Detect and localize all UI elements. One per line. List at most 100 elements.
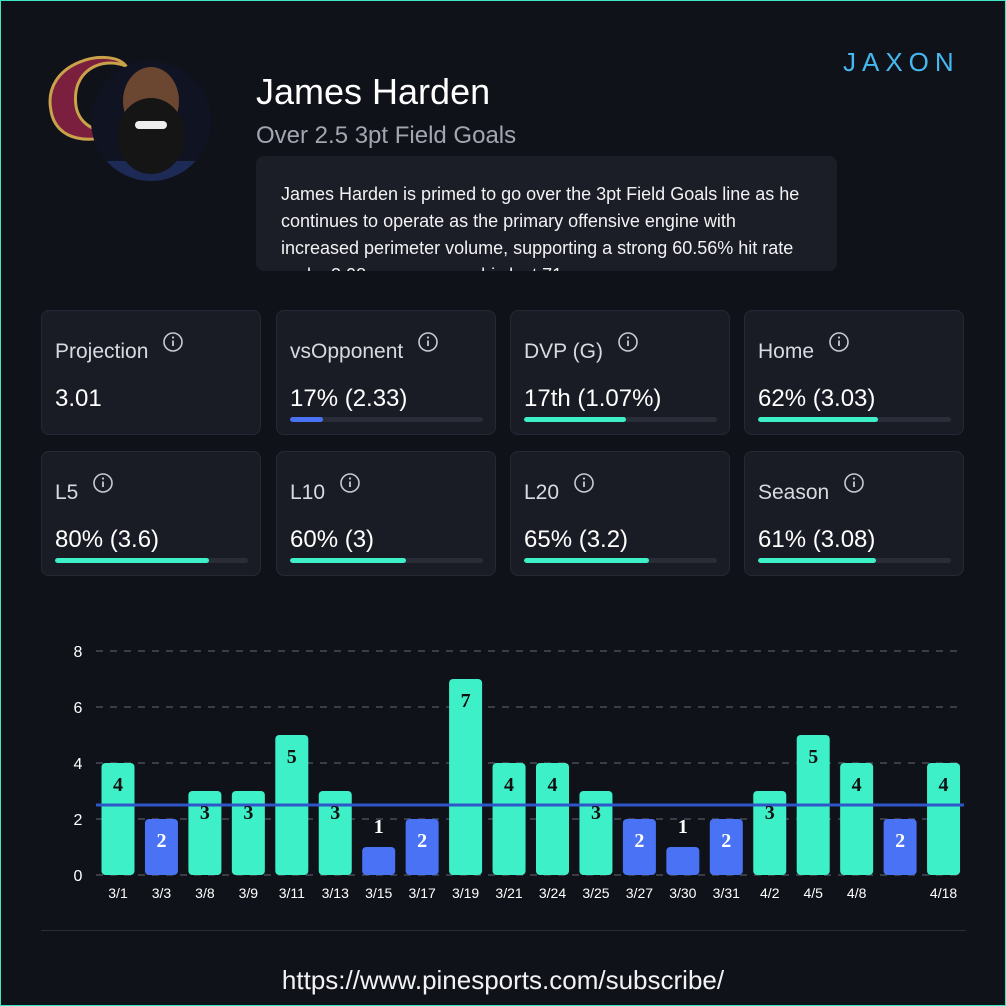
bar	[275, 735, 309, 875]
stat-card: L10 60% (3)	[276, 451, 496, 576]
player-image	[48, 55, 211, 181]
y-tick-label: 8	[74, 644, 83, 661]
bar	[709, 819, 743, 875]
info-icon	[574, 473, 594, 493]
description-box: James Harden is primed to go over the 3p…	[256, 156, 837, 271]
separator	[41, 930, 966, 931]
bar-fill	[758, 417, 878, 422]
stat-card: DVP (G) 17th (1.07%)	[510, 310, 730, 435]
brand-logo: JAXON	[843, 47, 960, 77]
x-tick-label: 3/19	[452, 885, 479, 901]
x-tick-label: 3/3	[152, 885, 172, 901]
stat-value: 65% (3.2)	[524, 526, 629, 553]
data-label: 2	[895, 830, 905, 852]
stat-card: L5 80% (3.6)	[41, 451, 261, 576]
stat-card: Home 62% (3.03)	[744, 310, 964, 435]
info-icon	[163, 332, 183, 352]
data-label: 4	[852, 774, 862, 796]
stat-value: 17th (1.07%)	[524, 385, 662, 412]
data-label: 7	[461, 690, 471, 712]
info-icon	[829, 332, 849, 352]
bar	[883, 819, 917, 875]
stat-label: Season	[758, 481, 830, 504]
stat-label: L10	[290, 481, 326, 504]
icon-ring	[618, 332, 638, 352]
bar-track	[55, 558, 248, 563]
icon-dot	[426, 336, 430, 339]
bar	[362, 847, 396, 875]
player-name: James Harden	[256, 71, 491, 112]
bar-fill	[524, 417, 627, 422]
bar-track	[524, 417, 717, 422]
icon-ring	[418, 332, 438, 352]
data-label: 5	[287, 746, 297, 768]
stat-value: 61% (3.08)	[758, 526, 876, 553]
description: James Harden is primed to go over the 3p…	[281, 184, 800, 271]
bar	[753, 791, 787, 875]
data-label: 2	[417, 830, 427, 852]
bar-track	[524, 558, 717, 563]
stat-card: Projection 3.01	[41, 310, 261, 435]
x-tick-label: 3/30	[669, 885, 696, 901]
prop-line: Over 2.5 3pt Field Goals	[256, 122, 517, 149]
bar-fill	[524, 558, 650, 563]
y-tick-label: 2	[74, 812, 83, 829]
data-label: 3	[591, 802, 601, 824]
x-tick-label: 4/18	[930, 885, 957, 901]
data-label: 2	[634, 830, 644, 852]
bar	[579, 791, 613, 875]
bar	[840, 763, 874, 875]
icon-ring	[93, 473, 113, 493]
icon-ring	[829, 332, 849, 352]
stat-value: 62% (3.03)	[758, 385, 876, 412]
stat-label: DVP (G)	[524, 340, 603, 363]
icon-ring	[574, 473, 594, 493]
data-label: 3	[330, 802, 340, 824]
stat-value: 17% (2.33)	[290, 385, 408, 412]
icon-dot	[582, 477, 586, 480]
bar-track	[758, 417, 951, 422]
stat-card: vsOpponent 17% (2.33)	[276, 310, 496, 435]
stat-label: Home	[758, 340, 815, 363]
x-tick-label: 3/27	[626, 885, 653, 901]
stat-value: 3.01	[55, 385, 102, 412]
info-icon	[340, 473, 360, 493]
data-label: 4	[548, 774, 558, 796]
y-tick-label: 6	[74, 700, 83, 717]
data-label: 3	[200, 802, 210, 824]
footer-url[interactable]: https://www.pinesports.com/subscribe/	[281, 965, 725, 995]
x-tick-label: 3/9	[239, 885, 259, 901]
info-icon	[618, 332, 638, 352]
data-label: 5	[808, 746, 818, 768]
bar	[144, 819, 178, 875]
bar-fill	[290, 417, 323, 422]
stat-card: L20 65% (3.2)	[510, 451, 730, 576]
bar-track	[290, 558, 483, 563]
icon-dot	[852, 477, 856, 480]
bar-track	[758, 558, 951, 563]
x-tick-label: 3/11	[279, 885, 305, 901]
x-tick-label: 3/25	[582, 885, 609, 901]
stat-card: Season 61% (3.08)	[744, 451, 964, 576]
bar	[449, 679, 483, 875]
data-label: 4	[113, 774, 123, 796]
icon-dot	[101, 477, 105, 480]
bar	[318, 791, 352, 875]
info-icon	[418, 332, 438, 352]
icon-dot	[837, 336, 841, 339]
bar	[492, 763, 526, 875]
x-tick-label: 3/1	[108, 885, 128, 901]
x-tick-label: 4/2	[760, 885, 780, 901]
stat-value: 80% (3.6)	[55, 526, 160, 553]
bar	[231, 791, 265, 875]
bar-fill	[55, 558, 210, 563]
stat-label: L20	[524, 481, 560, 504]
bar	[536, 763, 569, 875]
x-tick-label: 3/15	[365, 885, 392, 901]
icon-ring	[163, 332, 183, 352]
data-label: 1	[374, 816, 384, 838]
data-label: 3	[243, 802, 253, 824]
icon-dot	[626, 336, 630, 339]
x-tick-label: 4/8	[847, 885, 867, 901]
